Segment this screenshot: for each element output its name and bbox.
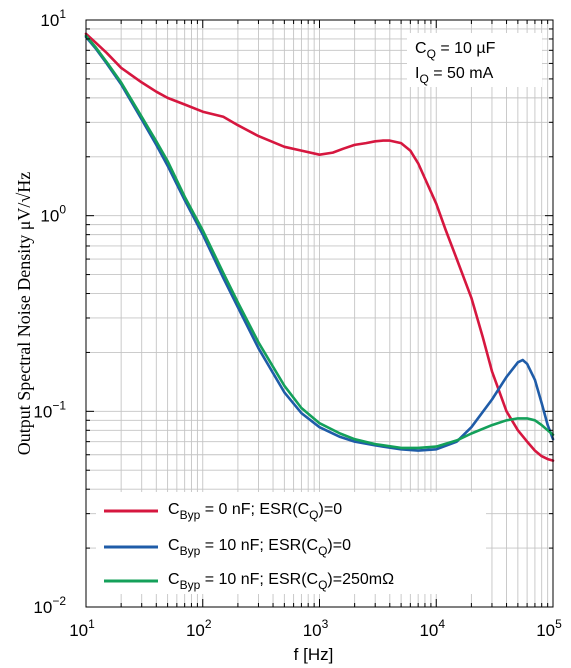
y-tick-label-3-exponent: −1 — [52, 398, 66, 412]
annotation-cq-value: = 10 µF — [436, 40, 496, 57]
x-axis-label: f [Hz] — [294, 645, 334, 664]
x-tick-label-5-exponent: 5 — [555, 617, 562, 631]
y-tick-label-4: 10−2 — [33, 594, 66, 617]
y-tick-label-1-base: 10 — [40, 11, 59, 30]
legend-1-sub-byp: Byp — [180, 508, 201, 522]
x-tick-label-5-base: 10 — [536, 621, 555, 640]
x-tick-label-3-exponent: 3 — [322, 617, 329, 631]
legend-3-sub-byp: Byp — [180, 578, 201, 592]
annotation-background — [407, 33, 542, 87]
annotation-box: CQ = 10 µF IQ = 50 mA — [407, 33, 542, 87]
legend-label-series-3: CByp = 10 nF; ESR(CQ)=250mΩ — [168, 571, 394, 592]
x-tick-label-4-base: 10 — [419, 621, 438, 640]
x-tick-label-1-base: 10 — [69, 621, 88, 640]
x-tick-label-1-exponent: 1 — [88, 617, 95, 631]
x-tick-label-2-exponent: 2 — [205, 617, 212, 631]
annotation-cq-subscript: Q — [427, 47, 436, 61]
legend-1-sub-q: Q — [309, 508, 318, 522]
legend-3-tail: )=250mΩ — [327, 571, 394, 588]
series-line-3 — [84, 34, 555, 450]
y-tick-label-3: 10−1 — [33, 398, 66, 421]
annotation-iq-subscript: Q — [419, 72, 428, 86]
y-axis-label: Output Spectral Noise Density μV/√Hz — [14, 172, 34, 455]
annotation-iq-value: = 50 mA — [429, 65, 494, 82]
annotation-line-iq: IQ = 50 mA — [415, 65, 494, 86]
legend-1-tail: )=0 — [319, 501, 343, 518]
x-tick-label-3-base: 10 — [303, 621, 322, 640]
y-tick-label-4-base: 10 — [33, 598, 52, 617]
x-tick-labels: 101 102 103 104 105 — [69, 617, 562, 640]
y-tick-label-4-exponent: −2 — [52, 594, 66, 608]
x-tick-label-3: 103 — [303, 617, 329, 640]
y-tick-label-1-exponent: 1 — [59, 7, 66, 21]
x-tick-label-2: 102 — [186, 617, 212, 640]
legend-1-text: = 0 nF; ESR(C — [200, 501, 309, 518]
legend-2-text: = 10 nF; ESR(C — [200, 537, 318, 554]
legend-2-c: C — [168, 537, 180, 554]
legend-2-sub-q: Q — [318, 544, 327, 558]
y-tick-label-3-base: 10 — [33, 402, 52, 421]
y-tick-label-2-base: 10 — [40, 207, 59, 226]
legend-label-series-2: CByp = 10 nF; ESR(CQ)=0 — [168, 537, 351, 558]
x-tick-label-4: 104 — [419, 617, 445, 640]
legend-label-series-1: CByp = 0 nF; ESR(CQ)=0 — [168, 501, 342, 522]
y-tick-label-2: 100 — [40, 203, 66, 226]
annotation-iq-symbol: I — [415, 65, 419, 82]
x-tick-label-2-base: 10 — [186, 621, 205, 640]
legend-background — [96, 492, 486, 594]
y-tick-label-2-exponent: 0 — [59, 203, 66, 217]
axis-ticks — [85, 19, 554, 608]
legend-1-c: C — [168, 501, 180, 518]
legend-2-tail: )=0 — [327, 537, 351, 554]
annotation-cq-symbol: C — [415, 40, 427, 57]
series-line-1 — [84, 32, 555, 462]
legend-3-text: = 10 nF; ESR(C — [200, 571, 318, 588]
series-lines — [84, 32, 555, 462]
y-tick-label-1: 101 — [40, 7, 66, 30]
legend-2-sub-byp: Byp — [180, 544, 201, 558]
x-tick-label-1: 101 — [69, 617, 95, 640]
x-tick-label-5: 105 — [536, 617, 562, 640]
legend-3-c: C — [168, 571, 180, 588]
annotation-line-cq: CQ = 10 µF — [415, 40, 496, 61]
x-tick-label-4-exponent: 4 — [438, 617, 445, 631]
legend-3-sub-q: Q — [318, 578, 327, 592]
legend: CByp = 0 nF; ESR(CQ)=0 CByp = 10 nF; ESR… — [96, 492, 486, 594]
series-line-2 — [84, 35, 555, 452]
